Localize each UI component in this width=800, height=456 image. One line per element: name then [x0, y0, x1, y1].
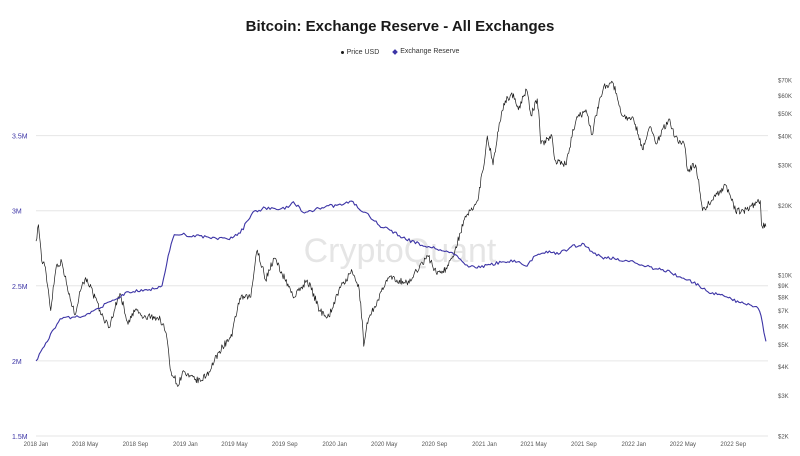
x-tick-label: 2019 Jan	[173, 442, 198, 448]
y-right-tick-label: $5K	[778, 343, 789, 349]
legend-label-price: Price USD	[346, 48, 380, 56]
exchange-reserve-line	[35, 200, 767, 362]
y-left-tick-label: 1.5M	[12, 434, 28, 441]
x-tick-label: 2021 Jan	[472, 442, 497, 448]
x-tick-label: 2021 Sep	[571, 442, 597, 448]
x-tick-label: 2022 Sep	[720, 442, 746, 448]
x-tick-label: 2018 May	[72, 442, 98, 448]
x-tick-label: 2020 Sep	[422, 442, 448, 448]
y-right-tick-label: $4K	[778, 365, 789, 371]
grid-lines	[36, 135, 768, 437]
legend-item-reserve[interactable]: Exchange Reserve	[392, 48, 460, 55]
chart-title: Bitcoin: Exchange Reserve - All Exchange…	[245, 18, 555, 35]
y-right-tick-label: $60K	[778, 94, 792, 100]
y-right-tick-label: $7K	[778, 309, 789, 315]
y-right-tick-label: $70K	[778, 79, 792, 85]
legend-label-reserve: Exchange Reserve	[400, 48, 460, 55]
y-left-tick-label: 2.5M	[12, 284, 28, 291]
x-tick-label: 2021 May	[520, 442, 546, 448]
y-right-tick-label: $50K	[778, 112, 792, 118]
y-right-tick-label: $8K	[778, 296, 789, 302]
x-tick-label: 2022 Jan	[621, 442, 646, 448]
x-tick-label: 2020 Jan	[322, 442, 347, 448]
price-usd-line	[35, 80, 767, 387]
y-right-tick-label: $6K	[778, 324, 789, 330]
x-tick-label: 2018 Sep	[123, 442, 149, 448]
y-left-tick-label: 3.5M	[12, 134, 28, 141]
y-left-tick-label: 2M	[12, 359, 22, 366]
y-right-tick-label: $40K	[778, 135, 792, 141]
legend-item-price[interactable]: Price USD	[340, 48, 380, 56]
y-right-tick-label: $10K	[778, 273, 792, 279]
y-right-tick-label: $20K	[778, 204, 792, 210]
y-right-tick-label: $9K	[778, 284, 789, 290]
y-left-tick-label: 3M	[12, 209, 22, 216]
x-tick-label: 2020 May	[371, 442, 397, 448]
x-tick-label: 2019 May	[221, 442, 247, 448]
axis-layer: 1.5M 2M 2.5M 3M 3.5M $2K $3K $4K $5K $6K $7K $8K $9K…	[12, 79, 792, 449]
y-right-tick-label: $30K	[778, 163, 792, 169]
y-right-tick-label: $2K	[778, 435, 789, 441]
legend-dot-icon	[340, 50, 344, 54]
y-right-tick-label: $3K	[778, 394, 789, 400]
x-tick-label: 2022 May	[670, 442, 696, 448]
series-layer	[35, 80, 767, 387]
legend: Price USD Exchange Reserve	[0, 48, 800, 56]
x-tick-label: 2019 Sep	[272, 442, 298, 448]
x-tick-label: 2018 Jan	[24, 442, 49, 448]
